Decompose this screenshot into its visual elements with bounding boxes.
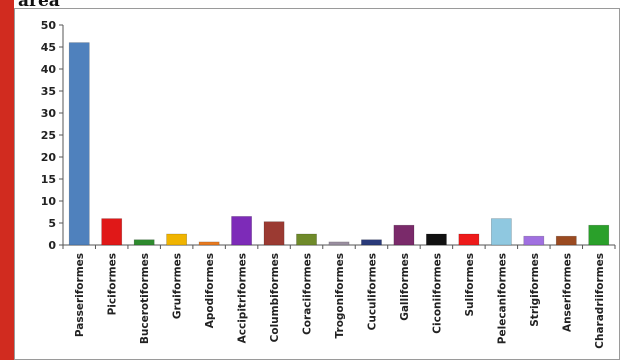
- y-tick-label: 10: [41, 195, 57, 208]
- chart-title-fragment: area: [18, 0, 60, 11]
- bar-bucerotiformes: [133, 239, 155, 246]
- y-tick-label: 0: [48, 239, 56, 252]
- y-tick-label: 40: [41, 63, 57, 76]
- x-category-label: Gruiformes: [172, 253, 184, 319]
- x-category-label: Apodiformes: [204, 253, 216, 328]
- bars-layer: [68, 42, 610, 246]
- x-category-label: Columbiformes: [269, 253, 281, 342]
- x-category-label: Ciconiiformes: [431, 253, 443, 334]
- bar-charadriiformes: [588, 224, 610, 246]
- bar-passeriformes: [68, 42, 90, 246]
- bar-trogoniformes: [328, 241, 350, 246]
- bar-chart: 0 5 10 15 20 25 30 35 40 45 50 Passeriformes Picifo…: [41, 19, 616, 349]
- bar-anseriformes: [555, 235, 577, 246]
- x-category-label: Galliformes: [399, 253, 411, 321]
- bar-galliformes: [393, 224, 415, 246]
- x-category-label: Anseriformes: [561, 253, 573, 332]
- bar-piciformes: [101, 218, 123, 246]
- x-category-label: Pelecaniformes: [496, 253, 508, 344]
- y-tick-label: 35: [41, 85, 56, 98]
- y-tick-label: 25: [41, 129, 56, 142]
- y-tick-label: 15: [41, 173, 56, 186]
- left-accent-bar: [0, 0, 14, 360]
- x-category-label: Cuculiformes: [366, 253, 378, 330]
- x-category-label: Passeriformes: [74, 253, 86, 337]
- y-tick-label: 45: [41, 41, 56, 54]
- x-category-label: Suliformes: [464, 253, 476, 317]
- bar-accipitriformes: [231, 216, 252, 246]
- bar-gruiformes: [166, 233, 188, 246]
- x-category-label: Charadriiformes: [594, 253, 606, 349]
- bar-cuculiformes: [361, 239, 382, 246]
- labels-layer: Passeriformes Piciformes Bucerotiformes Gru…: [74, 253, 606, 349]
- bar-strigiformes: [523, 235, 545, 246]
- y-tick-label: 5: [48, 217, 56, 230]
- bar-apodiformes: [198, 241, 220, 246]
- x-category-label: Strigiformes: [529, 253, 541, 327]
- x-category-label: Coraciiformes: [302, 253, 314, 335]
- bar-pelecaniformes: [490, 218, 512, 246]
- bar-columbiformes: [263, 221, 285, 246]
- y-tick-label: 20: [41, 151, 57, 164]
- x-category-label: Trogoniformes: [334, 253, 346, 338]
- bar-suliformes: [458, 233, 480, 246]
- x-category-label: Accipitriformes: [237, 253, 249, 343]
- y-tick-label: 50: [41, 19, 57, 32]
- chart-frame: 0 5 10 15 20 25 30 35 40 45 50 Passeriformes Picifo…: [14, 8, 620, 360]
- axes-layer: 0 5 10 15 20 25 30 35 40 45 50: [41, 19, 616, 252]
- y-tick-label: 30: [41, 107, 57, 120]
- x-category-label: Bucerotiformes: [139, 253, 151, 344]
- bar-ciconiiformes: [426, 233, 447, 246]
- bar-coraciiformes: [296, 233, 317, 246]
- x-category-label: Piciformes: [107, 253, 119, 315]
